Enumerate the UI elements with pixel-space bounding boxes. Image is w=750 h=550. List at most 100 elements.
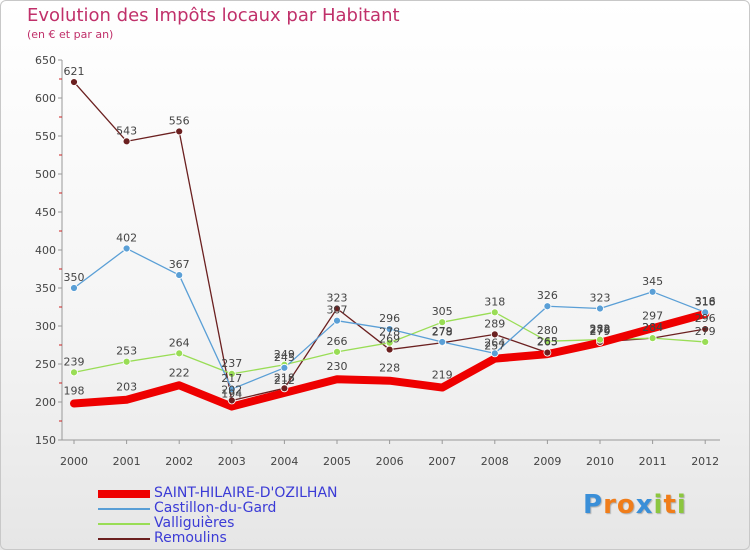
data-point <box>596 304 604 313</box>
y-tick-label: 150 <box>35 434 56 447</box>
data-label: 217 <box>221 372 242 385</box>
data-label: 198 <box>64 385 85 398</box>
data-point <box>543 302 552 311</box>
data-label: 278 <box>590 324 611 337</box>
data-label: 279 <box>432 325 453 338</box>
data-label: 316 <box>695 295 716 308</box>
data-label: 245 <box>274 351 295 364</box>
legend-swatch-remoulins <box>98 537 150 540</box>
legend-swatch-castillon <box>98 507 150 510</box>
data-label: 266 <box>327 335 348 348</box>
data-label: 269 <box>379 333 400 346</box>
data-point <box>385 338 394 347</box>
data-point <box>227 385 236 393</box>
data-label: 307 <box>327 304 348 317</box>
y-tick-label: 450 <box>35 206 56 219</box>
data-label: 282 <box>590 323 611 336</box>
logo-letter: r <box>603 490 617 520</box>
x-tick-label: 2002 <box>165 455 193 468</box>
data-label: 264 <box>484 336 505 349</box>
data-point <box>490 330 499 339</box>
legend-item-castillon: Castillon-du-Gard <box>98 501 338 516</box>
data-label: 279 <box>590 325 611 338</box>
data-label: 264 <box>169 336 190 349</box>
data-label: 249 <box>274 348 295 361</box>
data-label: 278 <box>379 326 400 339</box>
data-point <box>543 337 552 346</box>
y-tick-label: 350 <box>35 282 56 295</box>
data-point <box>175 349 184 358</box>
data-label: 237 <box>221 357 242 370</box>
proxiti-logo: Proxiti <box>583 490 687 520</box>
chart-title: Evolution des Impôts locaux par Habitant <box>27 5 400 26</box>
data-label: 219 <box>432 369 453 382</box>
x-tick-label: 2009 <box>533 455 561 468</box>
legend-item-remoulins: Remoulins <box>98 531 338 546</box>
x-tick-label: 2000 <box>60 455 88 468</box>
data-point <box>122 244 131 253</box>
data-point <box>490 308 499 317</box>
x-tick-label: 2004 <box>270 455 298 468</box>
data-point <box>648 334 657 343</box>
data-label: 318 <box>484 295 505 308</box>
data-label: 257 <box>484 340 505 353</box>
data-label: 228 <box>379 362 400 375</box>
data-point <box>596 335 604 344</box>
data-label: 296 <box>695 312 716 325</box>
data-point <box>122 357 131 366</box>
legend-label: Castillon-du-Gard <box>154 500 277 516</box>
data-point <box>70 368 78 377</box>
data-label: 556 <box>169 114 190 127</box>
chart-legend: SAINT-HILAIRE-D'OZILHAN Castillon-du-Gar… <box>98 486 338 546</box>
data-point <box>490 349 499 358</box>
data-label: 297 <box>642 309 663 322</box>
data-point <box>227 369 236 378</box>
legend-label: SAINT-HILAIRE-D'OZILHAN <box>154 485 338 501</box>
x-tick-label: 2007 <box>428 455 456 468</box>
logo-letter: x <box>635 490 654 520</box>
data-point <box>438 318 447 327</box>
y-tick-label: 400 <box>35 244 56 257</box>
data-label: 239 <box>64 355 85 368</box>
data-label: 218 <box>274 371 295 384</box>
data-label: 621 <box>64 65 85 78</box>
y-tick-label: 300 <box>35 320 56 333</box>
data-point <box>280 363 289 372</box>
data-point <box>385 325 394 333</box>
data-point <box>122 137 131 146</box>
data-label: 278 <box>432 326 453 339</box>
data-label: 305 <box>432 305 453 318</box>
data-label: 194 <box>221 388 242 401</box>
legend-swatch-valliguieres <box>98 522 150 525</box>
y-tick-label: 200 <box>35 396 56 409</box>
x-tick-label: 2011 <box>639 455 667 468</box>
data-point <box>333 304 341 313</box>
y-tick-label: 550 <box>35 130 56 143</box>
x-tick-label: 2008 <box>481 455 509 468</box>
data-point <box>70 284 78 292</box>
data-point <box>701 325 710 333</box>
logo-letter: P <box>583 490 604 520</box>
data-label: 289 <box>484 317 505 330</box>
data-label: 265 <box>537 336 558 349</box>
data-label: 253 <box>116 345 137 358</box>
legend-label: Remoulins <box>154 530 227 546</box>
legend-item-valliguieres: Valliguières <box>98 516 338 531</box>
data-label: 402 <box>116 231 137 244</box>
logo-letter: i <box>653 490 664 520</box>
data-label: 280 <box>537 324 558 337</box>
legend-swatch-saint-hilaire <box>98 489 150 498</box>
legend-label: Valliguières <box>154 515 235 531</box>
data-point <box>543 348 552 357</box>
data-label: 345 <box>642 275 663 288</box>
chart-subtitle: (en € et par an) <box>27 28 114 41</box>
x-tick-label: 2012 <box>691 455 719 468</box>
x-tick-label: 2005 <box>323 455 351 468</box>
data-point <box>701 308 710 317</box>
data-label: 323 <box>327 292 348 305</box>
logo-letter: t <box>663 490 677 520</box>
y-tick-label: 650 <box>35 54 56 67</box>
data-label: 284 <box>642 321 663 334</box>
data-point <box>227 396 236 405</box>
